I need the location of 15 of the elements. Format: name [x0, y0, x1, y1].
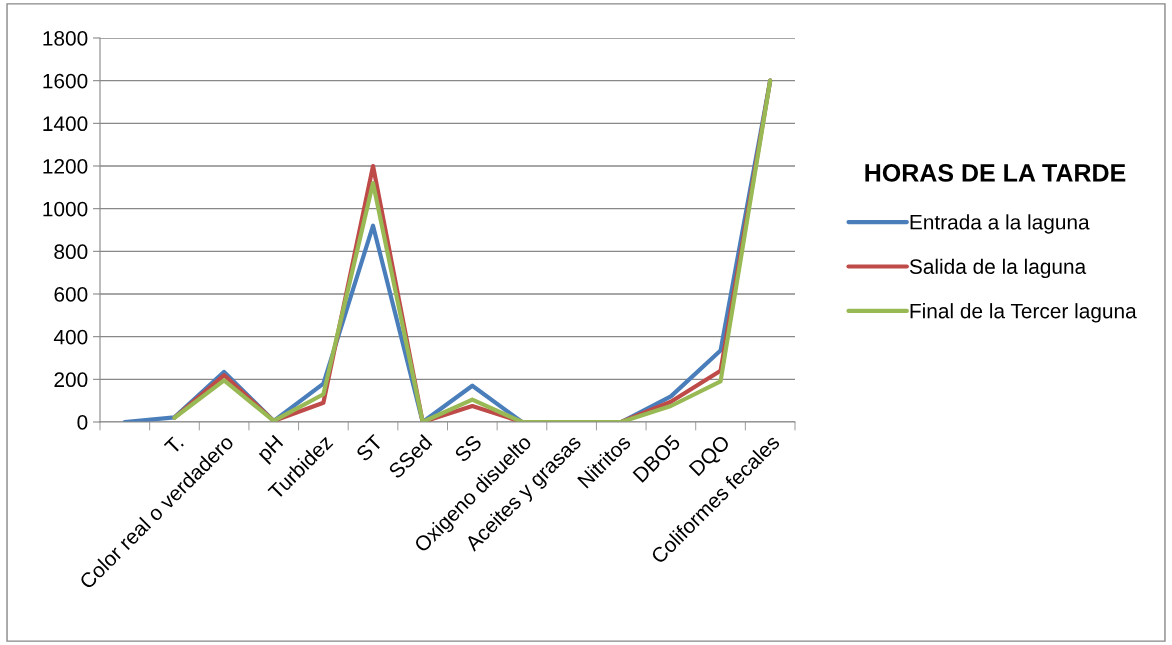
y-tick-label: 1800: [43, 31, 88, 46]
y-tick-label: 200: [54, 372, 88, 388]
legend-label: Final de la Tercer laguna: [910, 303, 1137, 323]
y-tick-label: 1400: [43, 116, 88, 132]
y-tick-label: 800: [54, 244, 88, 260]
y-tick-label: 600: [54, 287, 88, 302]
y-tick-label: 1000: [43, 201, 88, 217]
legend-label: Entrada a la laguna: [910, 214, 1090, 234]
text: HORAS DE LA TARDE: [865, 164, 1126, 182]
y-tick-label: 0: [77, 415, 88, 430]
y-tick-label: 400: [53, 329, 88, 345]
y-tick-label: 1200: [43, 159, 88, 174]
x-tick-label: ST: [355, 433, 384, 463]
legend-label: Salida de la laguna: [909, 258, 1087, 279]
y-tick-label: 1600: [43, 73, 88, 89]
